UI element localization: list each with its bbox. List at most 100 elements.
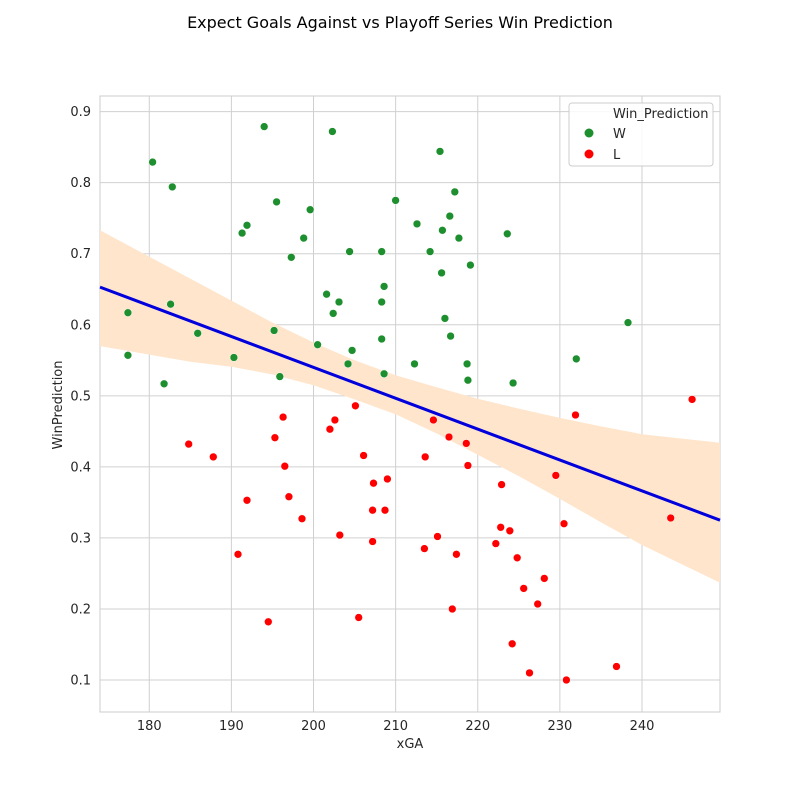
data-point-w [377,247,386,256]
data-point-w [462,359,472,369]
data-point-l [462,439,471,448]
data-point-l [421,452,430,462]
data-point-w [322,290,331,299]
data-point-l [242,496,252,505]
confidence-band-area [100,230,720,583]
legend-marker-w [584,128,594,138]
data-point-w [345,247,354,256]
data-point-w [237,228,247,238]
y-tick-label: 0.5 [70,389,91,404]
data-point-w [343,359,353,369]
data-point-w [438,226,447,235]
chart-title: Expect Goals Against vs Playoff Series W… [187,13,613,32]
legend-label-l: L [613,148,621,163]
data-point-l [508,639,517,648]
x-tick-labels: 180 190 200 210 220 230 240 [137,719,655,734]
data-point-l [491,539,500,548]
data-point-w [503,229,512,238]
data-point-w [379,369,389,378]
data-point-l [325,425,335,434]
data-point-w [168,182,177,192]
data-point-l [533,599,542,609]
data-point-l [368,506,377,515]
data-point-l [270,433,280,442]
y-axis-label: WinPrediction [51,360,66,449]
data-point-l [297,514,307,523]
data-point-l [278,412,288,422]
data-point-l [233,550,243,559]
data-point-w [377,297,386,307]
data-point-l [280,462,289,471]
data-point-l [354,613,363,622]
data-point-w [123,351,133,360]
data-point-w [287,253,296,262]
data-point-l [351,401,360,410]
data-point-w [412,219,422,229]
data-point-w [347,346,357,355]
data-point-w [463,376,473,385]
data-point-w [306,205,315,214]
data-point-w [454,233,464,243]
data-point-l [433,532,442,541]
data-point-w [166,300,175,309]
data-point-l [513,553,522,562]
y-tick-label: 0.4 [70,460,91,475]
data-point-l [359,451,368,460]
y-tick-label: 0.7 [70,247,91,262]
data-points [123,122,697,685]
data-point-w [275,372,284,381]
data-point-w [260,122,269,131]
data-point-w [435,147,445,156]
data-point-w [377,334,386,344]
y-tick-label: 0.6 [70,318,91,333]
data-point-w [440,314,450,323]
data-point-l [330,415,340,425]
data-point-w [437,268,446,278]
data-point-l [540,574,549,583]
data-point-w [572,354,581,364]
legend-label-w: W [613,127,626,142]
data-point-w [328,127,337,136]
data-point-w [446,331,455,341]
legend-marker-l [584,149,594,159]
data-point-w [299,233,308,243]
data-point-w [148,157,157,167]
data-point-l [452,550,461,559]
data-point-l [562,675,571,685]
data-point-l [666,513,675,523]
data-point-l [612,662,621,671]
data-point-l [264,617,273,626]
data-point-w [159,379,169,388]
data-point-l [335,530,344,540]
data-point-w [391,196,400,205]
data-point-w [450,187,459,197]
data-point-l [184,439,193,449]
data-point-l [369,479,378,488]
data-point-w [313,340,322,349]
data-point-l [505,526,514,535]
y-tick-labels: 0.1 0.2 0.3 0.4 0.5 0.6 0.7 0.8 0.9 [70,105,91,688]
data-point-l [420,544,429,553]
x-tick-label: 240 [630,719,655,734]
confidence-band [100,230,720,583]
y-tick-label: 0.9 [70,105,91,120]
data-point-l [525,668,534,678]
data-point-l [380,506,390,515]
data-point-w [329,309,338,318]
data-point-l [448,604,457,614]
data-point-l [463,461,473,470]
y-tick-label: 0.2 [70,602,91,617]
data-point-l [444,432,454,442]
data-point-w [445,211,454,221]
data-point-l [687,395,697,404]
data-point-l [497,480,506,489]
data-point-l [383,474,392,484]
data-point-l [559,519,569,528]
x-tick-label: 190 [219,719,244,734]
data-point-w [269,326,279,335]
regression-line-group [99,285,721,522]
data-point-l [496,523,505,532]
data-point-l [551,471,560,480]
data-point-w [466,260,475,270]
